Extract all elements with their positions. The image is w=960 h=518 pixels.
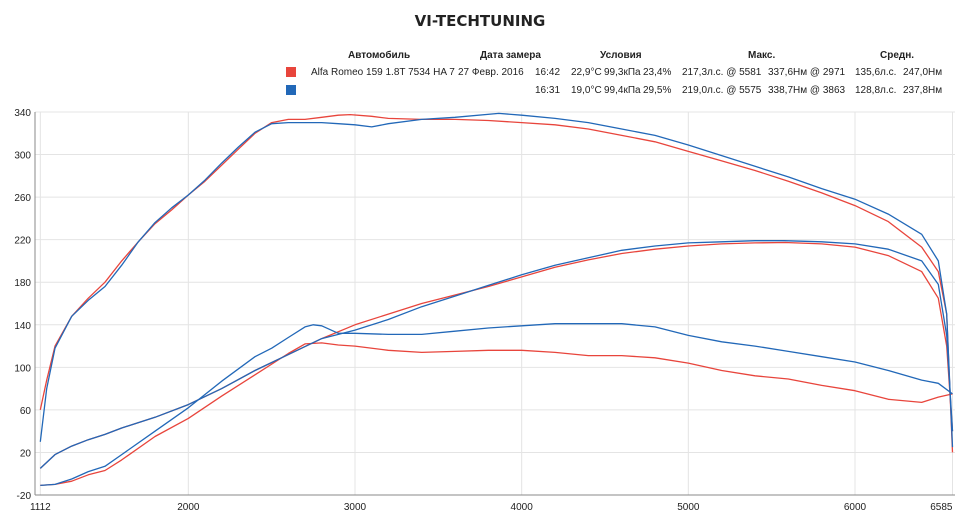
legend-row-car: Alfa Romeo 159 1.8T 7534 HA 7	[311, 67, 455, 78]
legend-header-car: Автомобиль	[348, 50, 411, 61]
x-tick-label: 4000	[511, 502, 534, 513]
legend-row-humidity: 23,4%	[643, 67, 672, 78]
legend-row-humidity: 29,5%	[643, 85, 672, 96]
legend-header-max: Макс.	[748, 50, 776, 61]
legend-row-avg-torque: 237,8Нм	[903, 85, 943, 96]
legend-swatch-red	[286, 67, 296, 77]
legend-header-date: Дата замера	[480, 50, 541, 61]
legend-row-pressure: 99,4кПа	[604, 85, 641, 96]
legend-row-avg-power: 135,6л.с.	[855, 67, 897, 78]
legend-row-temp: 22,9°C	[571, 67, 602, 78]
legend-row-avg-torque: 247,0Нм	[903, 67, 943, 78]
series-line-4	[39, 112, 954, 448]
legend-row-max-power: 219,0л.с. @ 5575	[682, 85, 762, 96]
series-line-3	[40, 342, 953, 487]
y-tick-label: 340	[14, 108, 31, 119]
legend-swatch-blue	[286, 85, 296, 95]
x-tick-label: 6000	[844, 502, 867, 513]
legend-row-max-power: 217,3л.с. @ 5581	[682, 67, 762, 78]
legend-row-avg-power: 128,8л.с.	[855, 85, 897, 96]
x-tick-label: 2000	[177, 502, 200, 513]
x-tick-label: 1112	[30, 502, 51, 513]
legend-row-pressure: 99,3кПа	[604, 67, 641, 78]
series-line-6	[40, 323, 953, 487]
legend-header-conditions: Условия	[600, 50, 642, 61]
y-tick-label: 180	[14, 278, 31, 289]
legend-row-max-torque: 337,6Нм @ 2971	[768, 67, 846, 78]
legend-header-avg: Средн.	[880, 50, 915, 61]
x-tick-label: 5000	[677, 502, 700, 513]
legend-row-max-torque: 338,7Нм @ 3863	[768, 85, 846, 96]
y-tick-label: 60	[20, 406, 32, 417]
legend-row-time: 16:31	[535, 85, 561, 96]
legend: Автомобиль Дата замера Условия Макс. Сре…	[0, 0, 960, 100]
y-tick-label: 300	[14, 151, 31, 162]
legend-row-date: 27 Февр. 2016	[458, 67, 524, 78]
y-tick-label: -20	[17, 491, 32, 502]
y-tick-label: 100	[14, 363, 31, 374]
y-tick-label: 20	[20, 448, 32, 459]
y-tick-label: 220	[14, 236, 31, 247]
y-tick-label: 140	[14, 321, 31, 332]
y-tick-label: 260	[14, 193, 31, 204]
series-line-5	[39, 240, 954, 469]
legend-row-time: 16:42	[535, 67, 561, 78]
chart-title: VI-TECHTUNING	[414, 12, 546, 30]
legend-row-temp: 19,0°C	[571, 85, 602, 96]
x-tick-label: 6585	[930, 502, 953, 513]
x-tick-label: 3000	[344, 502, 367, 513]
